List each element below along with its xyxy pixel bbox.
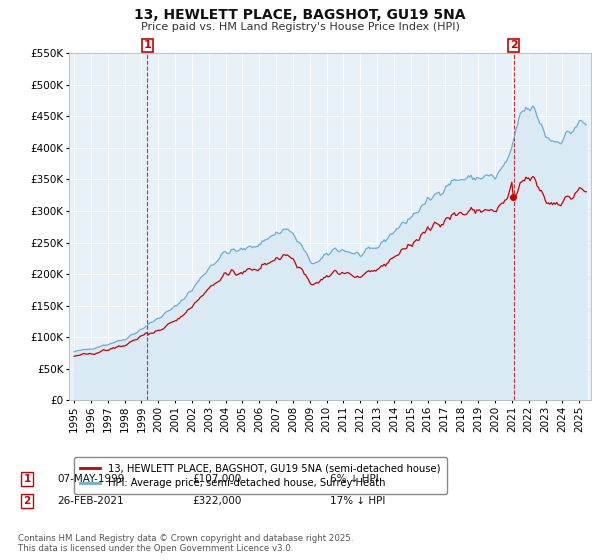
Text: Price paid vs. HM Land Registry's House Price Index (HPI): Price paid vs. HM Land Registry's House … [140,22,460,32]
Text: 07-MAY-1999: 07-MAY-1999 [57,474,124,484]
Legend: 13, HEWLETT PLACE, BAGSHOT, GU19 5NA (semi-detached house), HPI: Average price, : 13, HEWLETT PLACE, BAGSHOT, GU19 5NA (se… [74,458,446,494]
Text: 2: 2 [510,40,518,50]
Text: 17% ↓ HPI: 17% ↓ HPI [330,496,385,506]
Text: £322,000: £322,000 [192,496,241,506]
Text: 1: 1 [23,474,31,484]
Text: 13, HEWLETT PLACE, BAGSHOT, GU19 5NA: 13, HEWLETT PLACE, BAGSHOT, GU19 5NA [134,8,466,22]
Text: 6% ↓ HPI: 6% ↓ HPI [330,474,379,484]
Text: 1: 1 [143,40,151,50]
Text: 2: 2 [23,496,31,506]
Text: £107,000: £107,000 [192,474,241,484]
Text: Contains HM Land Registry data © Crown copyright and database right 2025.
This d: Contains HM Land Registry data © Crown c… [18,534,353,553]
Text: 26-FEB-2021: 26-FEB-2021 [57,496,124,506]
